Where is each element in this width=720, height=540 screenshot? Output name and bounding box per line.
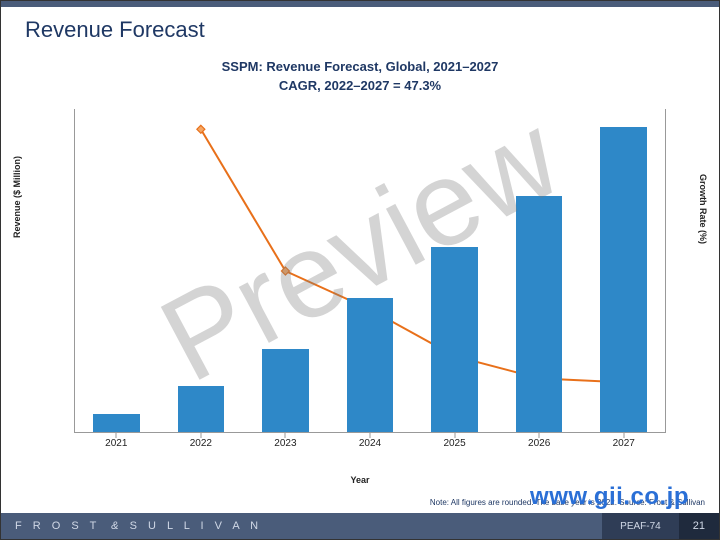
x-tick-label: 2024: [359, 438, 381, 449]
bar: [93, 414, 140, 433]
x-axis-label: Year: [350, 475, 369, 485]
page-number: 21: [679, 513, 719, 539]
x-tick: [116, 433, 117, 438]
x-tick: [285, 433, 286, 438]
bar: [600, 127, 647, 432]
bar: [431, 247, 478, 432]
x-tick-label: 2027: [613, 438, 635, 449]
x-tick-label: 2025: [443, 438, 465, 449]
plot-region: 2021202220232024202520262027: [74, 109, 666, 433]
brand-amp: &: [111, 520, 118, 532]
bar: [262, 349, 309, 432]
x-tick: [200, 433, 201, 438]
chart-area: Revenue ($ Million) Growth Rate (%) Year…: [20, 99, 700, 459]
bar: [347, 298, 394, 432]
page-title: Revenue Forecast: [1, 7, 719, 43]
chart-subtitle: CAGR, 2022–2027 = 47.3%: [1, 78, 719, 93]
x-tick: [623, 433, 624, 438]
x-tick-label: 2026: [528, 438, 550, 449]
footer-bar: F R O S T & S U L L I V A N PEAF-74 21: [1, 513, 719, 539]
x-tick: [539, 433, 540, 438]
x-tick: [370, 433, 371, 438]
doc-code: PEAF-74: [602, 513, 679, 539]
x-tick: [454, 433, 455, 438]
y-axis-label-right: Growth Rate (%): [698, 174, 708, 244]
y-axis-label-left: Revenue ($ Million): [12, 156, 22, 238]
chart-title: SSPM: Revenue Forecast, Global, 2021–202…: [1, 59, 719, 74]
brand-left: F R O S T: [15, 520, 100, 532]
x-tick-label: 2023: [274, 438, 296, 449]
bar: [516, 196, 563, 432]
bar: [178, 386, 225, 432]
brand-right: S U L L I V A N: [130, 520, 263, 532]
brand-text: F R O S T & S U L L I V A N: [1, 520, 602, 532]
url-watermark: www.gii.co.jp: [530, 483, 689, 511]
x-tick-label: 2022: [190, 438, 212, 449]
x-tick-label: 2021: [105, 438, 127, 449]
slide: Revenue Forecast SSPM: Revenue Forecast,…: [0, 0, 720, 540]
